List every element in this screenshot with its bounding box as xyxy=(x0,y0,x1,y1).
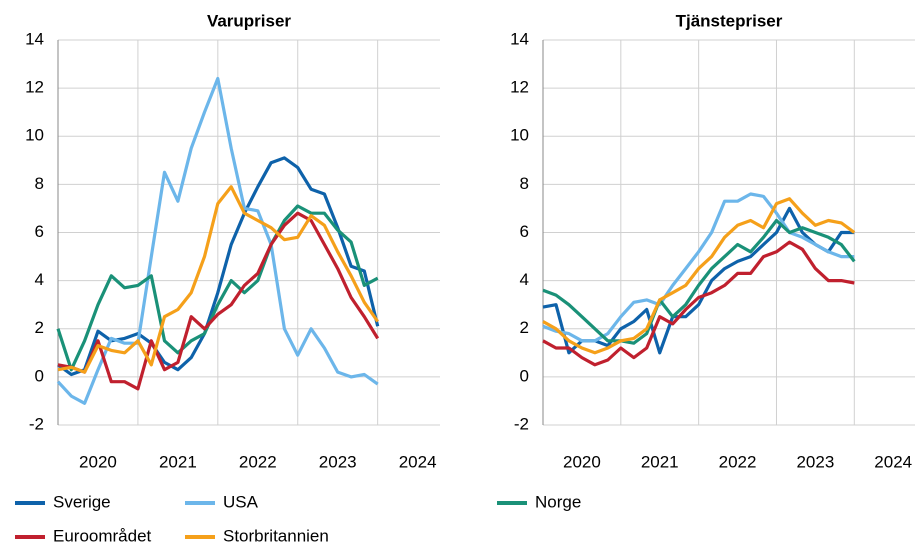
series-line xyxy=(542,192,855,343)
series-line xyxy=(56,76,379,405)
x-tick-label: 2022 xyxy=(239,452,277,471)
y-tick-label: 8 xyxy=(520,174,529,193)
series-line xyxy=(57,211,380,391)
y-tick-label: 6 xyxy=(35,222,44,241)
x-tick-label: 2021 xyxy=(641,452,679,471)
chart-title: Varupriser xyxy=(207,11,291,30)
x-tick-label: 2024 xyxy=(874,452,912,471)
y-tick-label: 8 xyxy=(35,174,44,193)
series-line xyxy=(542,197,856,355)
y-tick-label: 0 xyxy=(520,366,529,385)
y-tick-label: 6 xyxy=(520,222,529,241)
y-tick-label: -2 xyxy=(514,414,529,433)
y-tick-label: 10 xyxy=(25,126,44,145)
legend-label: Euroområdet xyxy=(53,526,152,545)
x-tick-label: 2023 xyxy=(796,452,834,471)
y-tick-label: 14 xyxy=(510,29,529,48)
series-line xyxy=(542,218,856,345)
x-tick-label: 2023 xyxy=(319,452,357,471)
x-tick-label: 2020 xyxy=(79,452,117,471)
y-tick-label: 12 xyxy=(25,78,44,97)
y-tick-label: 14 xyxy=(25,29,44,48)
legend-label: Norge xyxy=(535,492,581,511)
x-tick-label: 2022 xyxy=(719,452,757,471)
y-tick-label: 2 xyxy=(35,318,44,337)
legend-label: Sverige xyxy=(53,492,111,511)
y-tick-label: 4 xyxy=(520,270,529,289)
y-tick-label: 4 xyxy=(35,270,44,289)
x-tick-label: 2021 xyxy=(159,452,197,471)
y-tick-label: 12 xyxy=(510,78,529,97)
series-line xyxy=(542,240,855,367)
legend-label: USA xyxy=(223,492,259,511)
y-tick-label: 2 xyxy=(520,318,529,337)
legend-label: Storbritannien xyxy=(223,526,329,545)
x-tick-label: 2024 xyxy=(399,452,437,471)
y-tick-label: 0 xyxy=(35,366,44,385)
y-tick-label: 10 xyxy=(510,126,529,145)
x-tick-label: 2020 xyxy=(563,452,601,471)
y-tick-label: -2 xyxy=(29,414,44,433)
chart-title: Tjänstepriser xyxy=(676,11,783,30)
series-line xyxy=(56,204,379,372)
series-line xyxy=(57,185,380,374)
